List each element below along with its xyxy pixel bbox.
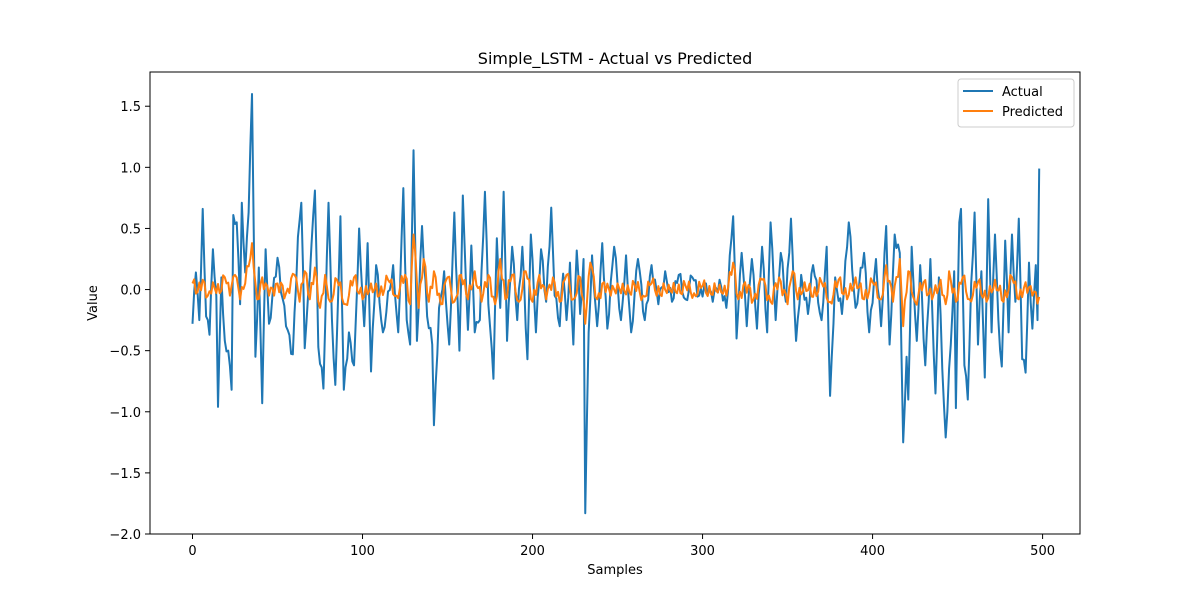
y-tick-label: −0.5 — [109, 345, 141, 360]
x-tick-label: 100 — [350, 544, 375, 559]
y-axis-ticks: −2.0 −1.5 −1.0 −0.5 0.0 0.5 1.0 1.5 — [109, 100, 150, 543]
x-tick-label: 0 — [188, 544, 196, 559]
y-tick-label: −1.0 — [109, 406, 141, 421]
x-axis-ticks: 0 100 200 300 400 500 — [188, 534, 1055, 559]
x-tick-label: 300 — [690, 544, 715, 559]
y-tick-label: 1.0 — [120, 161, 141, 176]
chart-title: Simple_LSTM - Actual vs Predicted — [478, 49, 752, 69]
series-line-predicted — [191, 233, 1041, 328]
series-layer — [191, 93, 1041, 515]
y-tick-label: 1.5 — [120, 100, 141, 115]
x-tick-label: 500 — [1030, 544, 1055, 559]
legend: Actual Predicted — [957, 78, 1075, 128]
legend-label-actual: Actual — [1002, 85, 1043, 100]
y-tick-label: −1.5 — [109, 467, 141, 482]
legend-label-predicted: Predicted — [1002, 105, 1063, 120]
x-tick-label: 400 — [860, 544, 885, 559]
x-tick-label: 200 — [520, 544, 545, 559]
plot-frame — [149, 71, 1081, 535]
y-tick-label: −2.0 — [109, 528, 141, 543]
y-tick-label: 0.5 — [120, 222, 141, 237]
x-axis-label: Samples — [587, 563, 643, 578]
y-axis-label: Value — [86, 285, 101, 321]
series-line-actual — [191, 93, 1041, 515]
y-tick-label: 0.0 — [120, 284, 141, 299]
plot-area — [149, 71, 1081, 535]
